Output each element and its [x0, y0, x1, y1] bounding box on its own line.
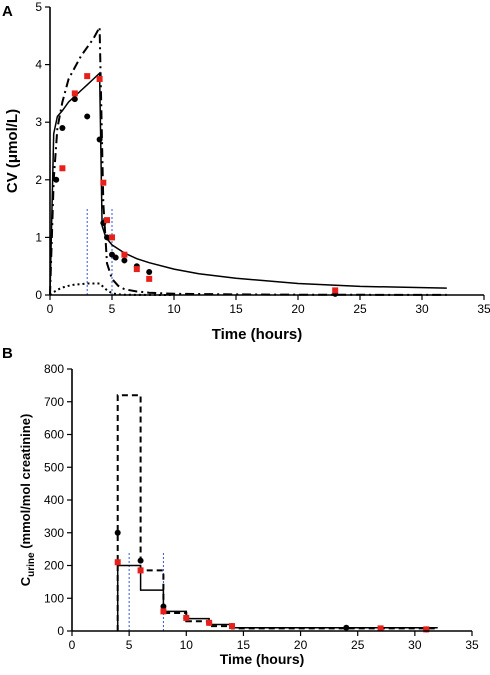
panel-a-x-tick-label: 10	[167, 302, 181, 316]
panel-a-series-solid	[49, 71, 447, 296]
panel-b-point-red	[183, 614, 190, 621]
panel-b-x-tick-label: 15	[237, 638, 251, 652]
panel-a-x-tick-label: 0	[47, 302, 54, 316]
panel-b-point-red	[160, 608, 167, 615]
panel-b-point-red	[377, 625, 384, 632]
panel-b-x-tick-label: 20	[294, 638, 308, 652]
panel-a-point-black	[96, 136, 103, 143]
panel-a-series-dash-dot	[49, 23, 447, 296]
panel-a-point-black	[71, 96, 78, 103]
panel-a-y-tick-label: 3	[35, 115, 42, 129]
panel-a-y-tick-label: 0	[35, 288, 42, 302]
panel-a-x-tick-label: 15	[229, 302, 243, 316]
panel-b-x-axis-label: Time (hours)	[220, 651, 305, 667]
panel-a-point-red	[332, 287, 339, 294]
panel-b-point-red	[114, 559, 121, 566]
panel-b-point-red	[137, 567, 144, 574]
panel-a-x-tick-label: 35	[477, 302, 490, 316]
panel-b-y-tick-label: 600	[44, 428, 64, 442]
panel-b-y-axis-label: Curine (mmol/mol creatinine)	[18, 414, 37, 587]
panel-a-y-tick-label: 1	[35, 230, 42, 244]
panel-b-y-tick-label: 200	[44, 559, 64, 573]
panel-a-y-tick-label: 2	[35, 173, 42, 187]
panel-b-x-tick-label: 5	[126, 638, 133, 652]
panel-a-point-red	[121, 251, 128, 258]
panel-b-y-tick-label: 800	[44, 362, 64, 376]
panel-b-y-tick-label: 100	[44, 591, 64, 605]
panel-b-point-black	[114, 529, 121, 536]
panel-a-point-black	[53, 176, 60, 183]
panel-a-point-black	[146, 268, 153, 275]
panel-b-y-tick-label: 0	[57, 624, 64, 638]
panel-b-y-tick-label: 700	[44, 395, 64, 409]
panel-b-x-tick-label: 25	[351, 638, 365, 652]
panel-a-point-red	[100, 179, 107, 186]
panel-a-point-black	[121, 257, 128, 264]
panel-b-point-red	[423, 626, 430, 633]
panel-a-point-red	[104, 217, 111, 224]
panel-a-y-axis-label: CV (μmol/L)	[4, 109, 21, 193]
panel-a-point-red	[59, 165, 66, 172]
panel-a-x-axis-label: Time (hours)	[212, 326, 303, 343]
panel-b-y-tick-label: 500	[44, 460, 64, 474]
panel-b-point-black	[343, 624, 350, 631]
panel-b-x-tick-label: 30	[408, 638, 422, 652]
panel-a-x-tick-label: 20	[291, 302, 305, 316]
panel-a-x-tick-label: 5	[109, 302, 116, 316]
panel-b-x-tick-label: 35	[465, 638, 479, 652]
panel-a-point-black	[104, 234, 111, 241]
panel-a-point-black	[84, 113, 91, 120]
panel-b-x-tick-label: 0	[69, 638, 76, 652]
panel-b-series-solid-step	[116, 564, 438, 631]
panel-b-y-tick-label: 400	[44, 493, 64, 507]
panel-a-letter: A	[2, 3, 13, 20]
panel-a-y-tick-label: 5	[35, 0, 42, 14]
panel-a-y-tick-label: 4	[35, 58, 42, 72]
panel-a-point-black	[59, 124, 66, 131]
panel-a-point-red	[146, 275, 153, 282]
panel-b-letter: B	[2, 345, 13, 362]
panel-a-point-red	[71, 90, 78, 97]
panel-b-series-dashed-step	[116, 394, 438, 631]
panel-a-point-red	[84, 73, 91, 80]
panel-a-point-red	[96, 76, 103, 82]
panel-b-point-red	[206, 619, 213, 626]
panel-b-chart: 0 5 10 15 20 25 30 35 0 100 200 300 400 500 600 700 800 T…	[18, 362, 479, 667]
panel-b-point-black	[160, 603, 167, 610]
panel-a-point-black	[112, 254, 119, 261]
panel-a-x-tick-label: 25	[353, 302, 367, 316]
panel-a-x-tick-label: 30	[415, 302, 429, 316]
panel-a-point-red	[133, 266, 140, 273]
panel-a-chart: 0 5 10 15 20 25 30 35 0 1 2 3 4 5 Time (hours) CV (μmol…	[4, 0, 490, 343]
panel-b-point-black	[137, 557, 144, 564]
panel-b-point-red	[229, 623, 235, 630]
panel-b-x-tick-label: 10	[180, 638, 194, 652]
panel-b-y-tick-label: 300	[44, 526, 64, 540]
panel-a-point-red	[109, 234, 115, 241]
